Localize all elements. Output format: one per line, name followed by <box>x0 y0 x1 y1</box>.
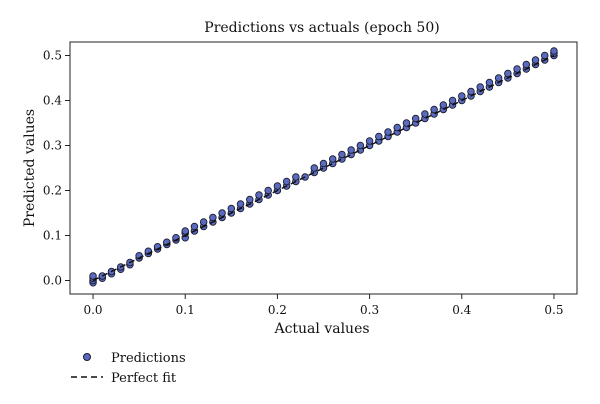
prediction-point <box>328 155 337 163</box>
prediction-point <box>338 150 346 159</box>
prediction-point <box>310 164 319 172</box>
prediction-point <box>513 65 521 73</box>
prediction-point <box>199 218 208 226</box>
x-axis-label: Actual values <box>273 321 369 337</box>
legend-label-perfect-fit: Perfect fit <box>111 371 177 386</box>
prediction-point <box>246 195 254 204</box>
prediction-point <box>255 191 263 199</box>
prediction-point <box>458 92 466 100</box>
x-tick-label: 0.5 <box>544 303 563 317</box>
prediction-point <box>236 200 245 208</box>
legend-marker-predictions <box>83 353 91 361</box>
prediction-point <box>89 272 97 280</box>
prediction-point <box>421 110 429 118</box>
prediction-point <box>467 87 475 96</box>
prediction-point <box>430 105 438 114</box>
prediction-point <box>411 114 420 123</box>
prediction-point <box>282 177 291 186</box>
y-tick-label: 0.4 <box>43 94 62 108</box>
prediction-point <box>190 222 199 231</box>
prediction-point <box>439 101 448 109</box>
y-tick-label: 0.0 <box>43 274 62 288</box>
prediction-point <box>347 146 355 154</box>
prediction-point <box>273 182 282 190</box>
prediction-point <box>531 56 540 64</box>
legend: Predictions Perfect fit <box>71 351 186 386</box>
series-layer <box>89 47 558 287</box>
prediction-point <box>384 128 392 136</box>
x-axis-ticks: 0.0 0.1 0.2 0.3 0.4 0.5 <box>83 294 564 317</box>
prediction-point <box>218 209 226 217</box>
prediction-point <box>402 119 411 127</box>
prediction-point <box>319 159 328 168</box>
y-tick-label: 0.3 <box>43 139 62 153</box>
plot-area-frame <box>69 41 578 295</box>
prediction-point <box>292 173 300 181</box>
y-tick-label: 0.1 <box>43 229 62 243</box>
prediction-point <box>485 78 494 87</box>
prediction-point <box>365 137 374 145</box>
prediction-point <box>540 51 549 60</box>
prediction-point <box>504 69 512 78</box>
x-tick-label: 0.3 <box>360 303 379 317</box>
prediction-point <box>393 123 401 132</box>
x-tick-label: 0.4 <box>452 303 471 317</box>
prediction-point <box>448 96 457 105</box>
legend-label-predictions: Predictions <box>111 351 186 366</box>
prediction-point <box>494 74 503 82</box>
x-tick-label: 0.0 <box>83 303 102 317</box>
chart-title: Predictions vs actuals (epoch 50) <box>204 20 439 36</box>
prediction-point <box>227 204 236 213</box>
y-axis-label: Predicted values <box>22 109 38 227</box>
y-axis-ticks: 0.0 0.1 0.2 0.3 0.4 0.5 <box>43 49 70 288</box>
prediction-point <box>476 83 484 91</box>
prediction-point <box>550 47 558 55</box>
x-tick-label: 0.1 <box>176 303 195 317</box>
prediction-point <box>375 132 383 141</box>
prediction-point <box>181 227 189 235</box>
perfect-fit-line <box>92 54 555 282</box>
y-tick-label: 0.5 <box>43 49 62 63</box>
prediction-point <box>264 186 272 195</box>
prediction-point <box>356 141 365 150</box>
y-tick-label: 0.2 <box>43 184 62 198</box>
prediction-point <box>209 213 217 222</box>
x-tick-label: 0.2 <box>268 303 287 317</box>
prediction-point <box>522 60 531 69</box>
